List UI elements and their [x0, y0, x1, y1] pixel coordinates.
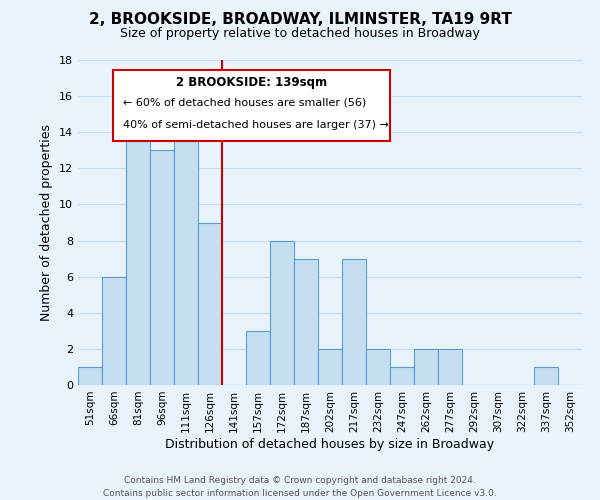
Bar: [102, 276, 126, 385]
X-axis label: Distribution of detached houses by size in Broadway: Distribution of detached houses by size …: [166, 438, 494, 450]
Bar: [294, 258, 318, 385]
Text: ← 60% of detached houses are smaller (56): ← 60% of detached houses are smaller (56…: [124, 98, 367, 108]
Text: Size of property relative to detached houses in Broadway: Size of property relative to detached ho…: [120, 28, 480, 40]
Bar: [534, 367, 558, 385]
Bar: [174, 114, 198, 385]
Bar: [198, 222, 222, 385]
Bar: [318, 349, 342, 385]
Bar: [126, 114, 150, 385]
Bar: [246, 331, 270, 385]
Text: 2, BROOKSIDE, BROADWAY, ILMINSTER, TA19 9RT: 2, BROOKSIDE, BROADWAY, ILMINSTER, TA19 …: [89, 12, 511, 28]
Bar: [78, 367, 102, 385]
Text: 40% of semi-detached houses are larger (37) →: 40% of semi-detached houses are larger (…: [124, 120, 389, 130]
Y-axis label: Number of detached properties: Number of detached properties: [40, 124, 53, 321]
Text: 2 BROOKSIDE: 139sqm: 2 BROOKSIDE: 139sqm: [176, 76, 328, 89]
FancyBboxPatch shape: [113, 70, 391, 141]
Bar: [390, 367, 414, 385]
Bar: [270, 240, 294, 385]
Bar: [150, 150, 174, 385]
Bar: [366, 349, 390, 385]
Bar: [342, 258, 366, 385]
Text: Contains HM Land Registry data © Crown copyright and database right 2024.
Contai: Contains HM Land Registry data © Crown c…: [103, 476, 497, 498]
Bar: [414, 349, 438, 385]
Bar: [438, 349, 462, 385]
